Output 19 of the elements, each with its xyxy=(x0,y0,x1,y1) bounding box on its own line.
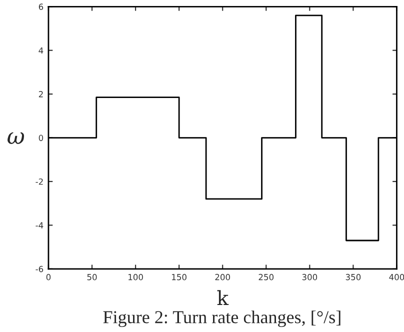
y-tick-label: 2 xyxy=(38,91,43,98)
caption: Figure 2: Turn rate changes, [°/s] xyxy=(103,310,340,328)
y-tick-label: -4 xyxy=(36,222,44,228)
x-tick-label: 150 xyxy=(172,274,186,280)
x-tick-label: 300 xyxy=(302,274,318,280)
x-tick-label: 50 xyxy=(87,274,97,280)
y-tick-label: -6 xyxy=(36,266,44,272)
x-tick-label: 200 xyxy=(215,274,230,280)
y-axis-title: ω xyxy=(8,132,24,144)
y-tick-label: 4 xyxy=(38,47,44,54)
x-axis-title: k xyxy=(217,290,229,305)
y-tick-label: 0 xyxy=(38,134,44,142)
x-tick-label: 400 xyxy=(389,274,404,280)
x-tick-label: 350 xyxy=(346,274,361,280)
y-tick-label: 6 xyxy=(38,4,44,10)
y-tick-label: -2 xyxy=(36,178,43,185)
x-tick-label: 250 xyxy=(258,274,274,280)
x-tick-label: 0 xyxy=(46,274,51,280)
x-tick-label: 100 xyxy=(128,274,143,280)
